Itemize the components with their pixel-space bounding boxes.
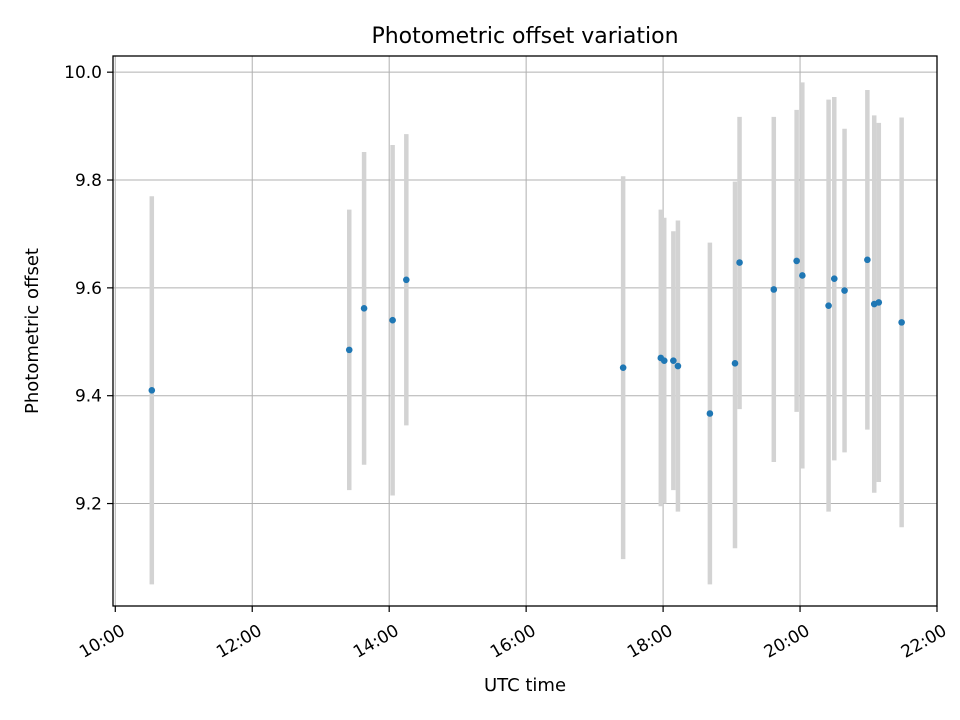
data-point: [793, 257, 800, 265]
y-tick-label: 9.4: [75, 387, 102, 407]
y-tick-label: 9.6: [75, 279, 102, 299]
data-point: [706, 410, 714, 417]
data-point: [148, 387, 156, 394]
data-point: [830, 275, 838, 282]
data-point: [875, 299, 883, 306]
x-axis-label: UTC time: [484, 675, 566, 696]
data-points: [148, 256, 905, 417]
data-point: [898, 319, 905, 326]
data-point: [345, 346, 353, 354]
plot-frame: [112, 55, 938, 607]
data-point: [825, 302, 832, 309]
y-axis-ticks: 9.2 9.4 9.6 9.8 10.0: [64, 63, 113, 515]
data-point: [864, 256, 871, 264]
data-point: [389, 316, 396, 324]
y-tick-label: 9.8: [75, 171, 102, 191]
y-tick-label: 10.0: [64, 63, 102, 83]
data-point: [360, 305, 368, 312]
data-point: [731, 360, 739, 367]
y-axis-label: Photometric offset: [22, 248, 43, 414]
data-point: [403, 276, 410, 284]
data-point: [619, 364, 627, 371]
y-tick-label: 9.2: [75, 495, 102, 515]
chart-title: Photometric offset variation: [371, 24, 678, 49]
data-point: [799, 272, 806, 279]
data-point: [674, 362, 682, 370]
data-point: [841, 287, 848, 294]
data-point: [660, 357, 668, 364]
data-point: [736, 259, 743, 266]
data-point: [770, 286, 778, 293]
data-point: [670, 357, 677, 364]
